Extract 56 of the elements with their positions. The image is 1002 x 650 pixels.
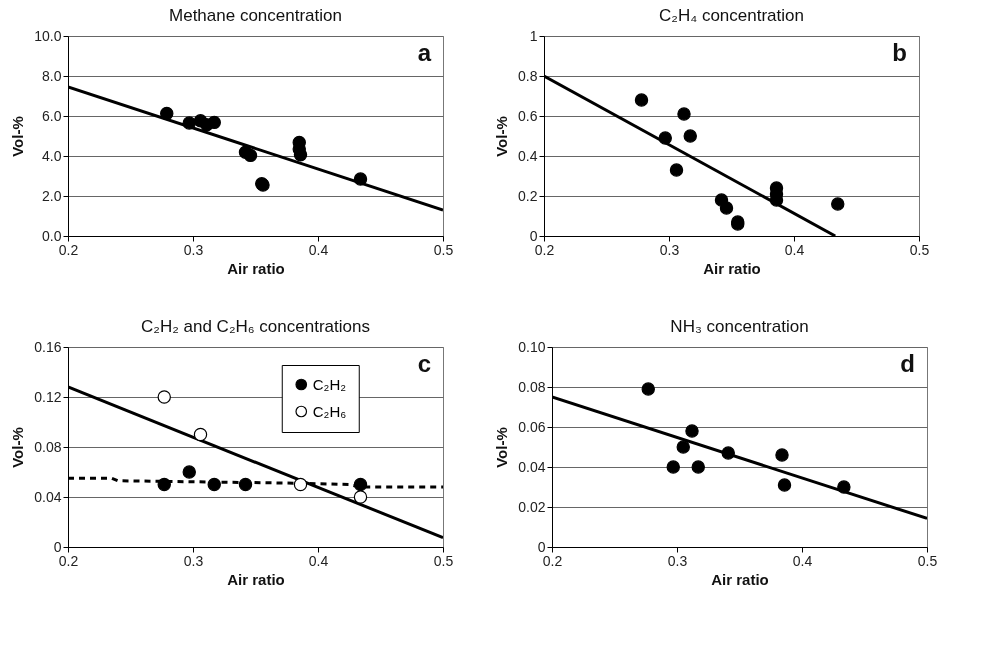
y-tick-label: 4.0 bbox=[42, 147, 62, 164]
x-tick-label: 0.5 bbox=[433, 241, 454, 258]
x-tick-label: 0.4 bbox=[308, 241, 329, 258]
legend-label: C₂H₆ bbox=[312, 402, 347, 420]
y-tick-label: 6.0 bbox=[42, 107, 62, 124]
y-tick-label: 0.4 bbox=[518, 147, 538, 164]
chart-title: Methane concentration bbox=[169, 6, 342, 25]
x-axis-title: Air ratio bbox=[227, 570, 285, 588]
x-tick-label: 0.3 bbox=[667, 552, 688, 569]
y-axis-title: Vol-% bbox=[9, 116, 27, 157]
x-tick-label: 0.3 bbox=[659, 241, 680, 258]
y-tick-label: 0.2 bbox=[518, 187, 538, 204]
x-axis-title: Air ratio bbox=[227, 259, 285, 277]
x-tick-label: 0.4 bbox=[792, 552, 813, 569]
annotation: a bbox=[417, 39, 432, 66]
legend-label: C₂H₂ bbox=[312, 375, 347, 393]
chart-title: C₂H₄ concentration bbox=[659, 6, 804, 25]
y-tick-label: 1 bbox=[529, 27, 538, 44]
y-tick-label: 0 bbox=[53, 538, 62, 555]
chart-title: NH₃ concentration bbox=[670, 317, 809, 336]
annotation: c bbox=[417, 350, 431, 377]
x-tick-label: 0.3 bbox=[183, 552, 204, 569]
y-tick-label: 0.10 bbox=[518, 338, 546, 355]
y-tick-label: 0.16 bbox=[34, 338, 62, 355]
x-tick-label: 0.4 bbox=[784, 241, 805, 258]
y-tick-label: 8.0 bbox=[42, 67, 62, 84]
x-tick-label: 0.2 bbox=[542, 552, 563, 569]
y-tick-label: 0 bbox=[537, 538, 546, 555]
x-axis-title: Air ratio bbox=[703, 259, 761, 277]
y-tick-label: 0.08 bbox=[518, 378, 546, 395]
x-tick-label: 0.5 bbox=[917, 552, 938, 569]
y-tick-label: 0.04 bbox=[518, 458, 546, 475]
y-tick-label: 0.06 bbox=[518, 418, 546, 435]
x-tick-label: 0.5 bbox=[909, 241, 930, 258]
annotation: d bbox=[900, 350, 915, 377]
y-tick-label: 0.12 bbox=[34, 388, 62, 405]
y-axis-title: Vol-% bbox=[493, 116, 511, 157]
y-tick-label: 0.8 bbox=[518, 67, 538, 84]
y-axis-title: Vol-% bbox=[493, 427, 511, 468]
x-tick-label: 0.2 bbox=[58, 241, 79, 258]
y-tick-label: 0.08 bbox=[34, 438, 62, 455]
y-tick-label: 0 bbox=[529, 227, 538, 244]
y-tick-label: 10.0 bbox=[34, 27, 62, 44]
annotation: b bbox=[892, 39, 907, 66]
x-tick-label: 0.5 bbox=[433, 552, 454, 569]
x-tick-label: 0.2 bbox=[58, 552, 79, 569]
x-tick-label: 0.3 bbox=[183, 241, 204, 258]
y-axis-title: Vol-% bbox=[9, 427, 27, 468]
y-tick-label: 0.02 bbox=[518, 498, 546, 515]
x-tick-label: 0.4 bbox=[308, 552, 329, 569]
y-tick-label: 0.04 bbox=[34, 488, 62, 505]
chart-title: C₂H₂ and C₂H₆ concentrations bbox=[141, 317, 370, 336]
y-tick-label: 0.0 bbox=[42, 227, 62, 244]
x-axis-title: Air ratio bbox=[711, 570, 769, 588]
y-tick-label: 2.0 bbox=[42, 187, 62, 204]
y-tick-label: 0.6 bbox=[518, 107, 538, 124]
